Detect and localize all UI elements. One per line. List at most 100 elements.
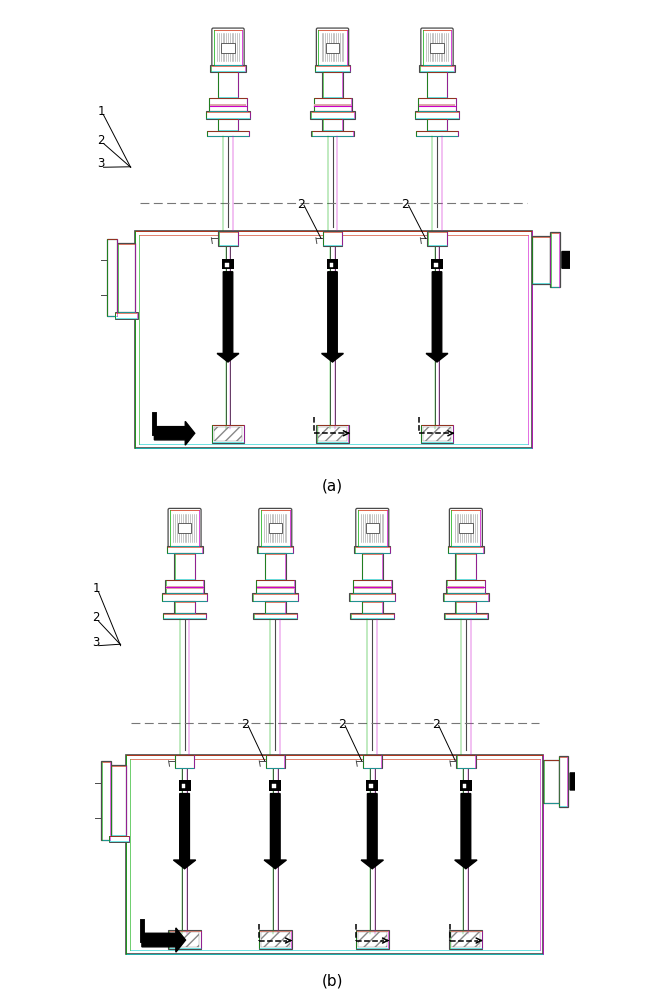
FancyArrow shape [174, 794, 196, 869]
Text: 2: 2 [432, 718, 440, 731]
Bar [463, 784, 466, 788]
Bar [543, 760, 559, 803]
Bar [218, 231, 238, 246]
FancyArrow shape [562, 245, 595, 275]
Bar [450, 930, 482, 949]
Bar [423, 427, 452, 441]
Bar [167, 546, 203, 553]
Bar [559, 756, 568, 807]
Bar [443, 593, 489, 601]
Bar [210, 65, 245, 72]
Bar [362, 601, 383, 613]
Bar [168, 930, 201, 949]
FancyArrow shape [142, 928, 186, 952]
Bar [310, 111, 355, 119]
Bar [205, 111, 250, 119]
Bar [126, 755, 543, 954]
Bar [109, 836, 129, 842]
Text: 3: 3 [97, 157, 105, 170]
Bar [313, 98, 352, 111]
Bar [460, 780, 472, 791]
Bar [217, 72, 238, 98]
Text: (a): (a) [322, 478, 343, 493]
Bar [111, 765, 126, 836]
Text: 2: 2 [92, 611, 100, 624]
FancyArrow shape [217, 272, 239, 362]
Text: 2: 2 [97, 133, 105, 146]
Text: 1: 1 [92, 582, 100, 595]
Bar [213, 427, 242, 441]
Bar [178, 780, 191, 791]
Bar [259, 930, 292, 949]
Bar [107, 239, 117, 316]
Bar [350, 613, 394, 619]
FancyArrow shape [455, 794, 477, 869]
FancyArrow shape [361, 794, 384, 869]
Bar [323, 231, 342, 246]
Bar [452, 932, 480, 947]
Bar [257, 586, 294, 589]
Bar [272, 784, 276, 788]
Bar [265, 755, 285, 768]
Text: 2: 2 [338, 718, 346, 731]
Bar [165, 580, 204, 593]
Bar [101, 761, 111, 840]
Bar [209, 98, 247, 111]
Bar [323, 72, 343, 98]
Bar [175, 755, 194, 768]
Bar [366, 780, 378, 791]
Bar [427, 119, 448, 131]
Bar [269, 523, 282, 533]
Bar [225, 263, 229, 267]
Bar [222, 259, 234, 269]
Bar [136, 231, 532, 448]
Bar [182, 784, 185, 788]
Bar [550, 232, 559, 287]
FancyArrow shape [154, 421, 195, 445]
Bar [358, 932, 387, 947]
Bar [446, 580, 485, 593]
Bar [430, 43, 444, 53]
Bar [311, 131, 354, 136]
Bar [369, 784, 373, 788]
FancyBboxPatch shape [450, 508, 482, 548]
Bar [459, 523, 473, 533]
Bar [315, 104, 350, 107]
Bar [427, 72, 448, 98]
Bar [362, 553, 383, 580]
Text: 3: 3 [92, 636, 100, 649]
Bar [170, 932, 199, 947]
Text: 2: 2 [402, 198, 409, 211]
Bar [323, 119, 343, 131]
Bar [163, 613, 206, 619]
Bar [362, 755, 382, 768]
Text: 1: 1 [97, 105, 105, 118]
Bar [456, 755, 475, 768]
Text: 2: 2 [297, 198, 305, 211]
Bar [221, 43, 235, 53]
Bar [256, 580, 295, 593]
Bar [174, 601, 195, 613]
Bar [420, 65, 455, 72]
Bar [354, 586, 391, 589]
Bar [353, 580, 392, 593]
Bar [419, 104, 455, 107]
FancyBboxPatch shape [356, 508, 389, 548]
Bar [356, 930, 389, 949]
Bar [265, 601, 286, 613]
Text: 2: 2 [241, 718, 249, 731]
Bar [444, 613, 487, 619]
Bar [253, 613, 297, 619]
Bar [431, 259, 443, 269]
Bar [456, 601, 476, 613]
FancyBboxPatch shape [317, 28, 348, 67]
Bar [330, 263, 333, 267]
Bar [456, 553, 476, 580]
Bar [265, 553, 286, 580]
Bar [178, 523, 192, 533]
FancyBboxPatch shape [212, 28, 244, 67]
Bar [532, 236, 550, 284]
Bar [174, 553, 195, 580]
FancyArrow shape [570, 767, 602, 796]
Bar [350, 593, 395, 601]
